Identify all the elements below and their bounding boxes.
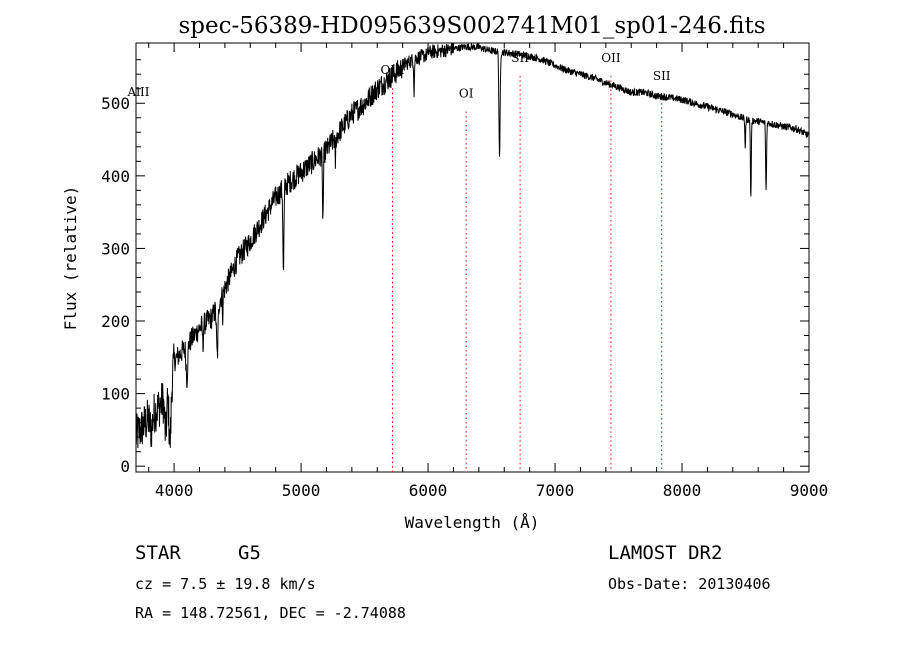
line-marker-label: OI [459,86,474,100]
y-tick-label: 300 [101,239,130,258]
y-tick-label: 400 [101,167,130,186]
line-marker-label: AlII [127,85,150,99]
y-axis: 0 100 200 300 400 500 [101,59,809,476]
x-tick-label: 8000 [663,481,702,500]
y-tick-label: 500 [101,94,130,113]
x-tick-label: 7000 [536,481,575,500]
x-tick-label: 4000 [155,481,194,500]
y-tick-label: 200 [101,312,130,331]
object-class: STAR [135,542,181,564]
x-tick-label: 9000 [790,481,829,500]
coordinates-readout: RA = 148.72561, DEC = -2.74088 [135,604,406,622]
x-tick-label: 5000 [282,481,321,500]
x-axis: 4000 5000 6000 7000 8000 9000 [148,43,829,500]
spectrum-series [135,42,810,449]
line-marker-label: SII [653,69,671,83]
redshift-readout: cz = 7.5 ± 19.8 km/s [135,575,316,593]
y-tick-label: 100 [101,385,130,404]
spectral-subclass: G5 [238,542,261,564]
line-marker-label: OII [601,51,621,65]
plot-frame [135,42,810,473]
x-tick-label: 6000 [409,481,448,500]
chart-title: spec-56389-HD095639S002741M01_sp01-246.f… [178,13,765,39]
x-axis-label: Wavelength (Å) [405,513,540,532]
spectrum-line [135,42,810,449]
y-axis-label: Flux (relative) [61,186,80,331]
survey-name: LAMOST DR2 [608,542,723,564]
y-tick-label: 0 [120,457,130,476]
observation-date: Obs-Date: 20130406 [608,575,771,593]
